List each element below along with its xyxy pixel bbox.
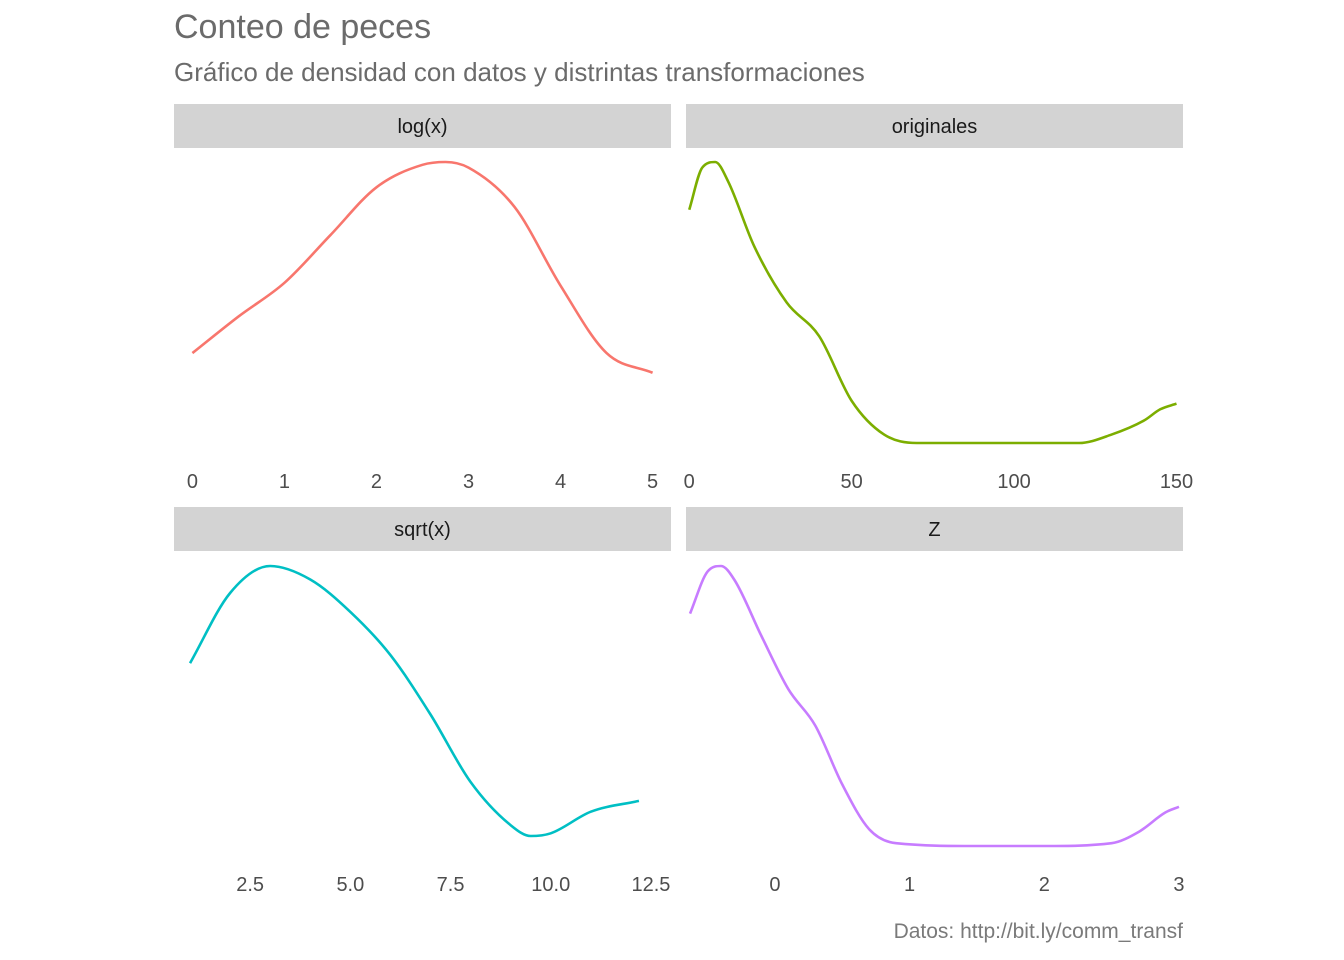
- x-tick-label-log-x: 1: [279, 471, 290, 493]
- x-tick-label-originales: 50: [841, 471, 863, 493]
- x-tick-label-log-x: 4: [555, 471, 566, 493]
- x-tick-label-sqrt-x: 7.5: [437, 874, 465, 896]
- facet-panel-originales: originales 0 50 100 150: [684, 104, 1193, 493]
- x-tick-label-z: 1: [904, 874, 915, 896]
- x-tick-label-z: 3: [1173, 874, 1184, 896]
- x-tick-label-log-x: 5: [647, 471, 658, 493]
- x-tick-label-log-x: 3: [463, 471, 474, 493]
- x-tick-label-sqrt-x: 5.0: [336, 874, 364, 896]
- chart-title: Conteo de peces: [174, 8, 432, 46]
- x-tick-label-log-x: 0: [187, 471, 198, 493]
- facet-label-log-x: log(x): [397, 116, 447, 138]
- x-tick-label-originales: 100: [997, 471, 1030, 493]
- facet-strip-sqrt-x: [174, 507, 671, 551]
- density-line-originales: [688, 160, 1177, 445]
- facet-label-sqrt-x: sqrt(x): [394, 519, 451, 541]
- x-tick-label-z: 2: [1039, 874, 1050, 896]
- facet-strip-originales: [686, 104, 1183, 148]
- x-tick-label-sqrt-x: 12.5: [631, 874, 670, 896]
- facet-strip-log-x: [174, 104, 671, 148]
- facet-panel-z: Z 0 1 2 3: [686, 507, 1185, 896]
- chart-subtitle: Gráfico de densidad con datos y distrint…: [174, 57, 865, 87]
- density-line-sqrt-x: [188, 564, 640, 838]
- chart-caption: Datos: http://bit.ly/comm_transf: [893, 920, 1183, 943]
- density-line-log-x: [191, 160, 654, 374]
- x-tick-label-log-x: 2: [371, 471, 382, 493]
- density-line-z: [688, 564, 1180, 848]
- x-tick-label-originales: 0: [684, 471, 695, 493]
- x-tick-label-sqrt-x: 2.5: [236, 874, 264, 896]
- facet-panel-log-x: log(x) 0 1 2 3 4 5: [174, 104, 671, 493]
- x-tick-label-sqrt-x: 10.0: [531, 874, 570, 896]
- facet-strip-z: [686, 507, 1183, 551]
- x-tick-label-z: 0: [769, 874, 780, 896]
- facet-label-originales: originales: [892, 116, 978, 138]
- facet-label-z: Z: [928, 519, 940, 541]
- x-tick-label-originales: 150: [1160, 471, 1193, 493]
- facet-panel-sqrt-x: sqrt(x) 2.5 5.0 7.5 10.0 12.5: [174, 507, 671, 896]
